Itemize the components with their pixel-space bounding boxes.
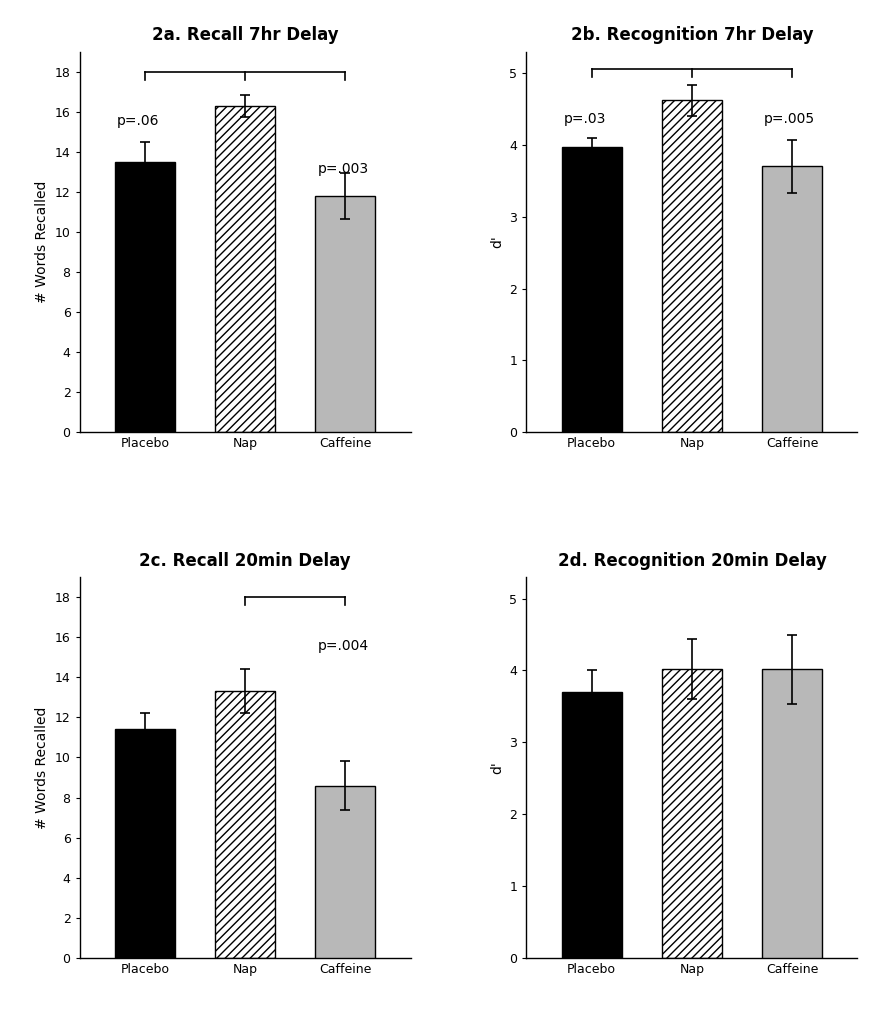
Text: p=.003: p=.003 [317,162,369,176]
Y-axis label: # Words Recalled: # Words Recalled [35,707,50,829]
Bar [561,692,621,958]
Bar [316,196,376,433]
Bar [762,167,822,433]
Bar [561,147,621,433]
Y-axis label: d': d' [490,761,504,774]
Y-axis label: # Words Recalled: # Words Recalled [35,180,50,303]
Bar [115,162,175,433]
Bar [762,670,822,958]
Title: 2d. Recognition 20min Delay: 2d. Recognition 20min Delay [558,552,827,570]
Text: p=.06: p=.06 [117,113,159,128]
Title: 2b. Recognition 7hr Delay: 2b. Recognition 7hr Delay [571,27,813,44]
Bar [662,670,722,958]
Text: p=.005: p=.005 [764,111,815,126]
Text: p=.004: p=.004 [317,640,369,653]
Bar [662,100,722,433]
Bar [115,729,175,958]
Text: p=.03: p=.03 [564,111,606,126]
Y-axis label: d': d' [490,236,504,248]
Bar [316,786,376,958]
Bar [215,106,275,433]
Title: 2c. Recall 20min Delay: 2c. Recall 20min Delay [140,552,351,570]
Title: 2a. Recall 7hr Delay: 2a. Recall 7hr Delay [152,27,339,44]
Bar [215,691,275,958]
